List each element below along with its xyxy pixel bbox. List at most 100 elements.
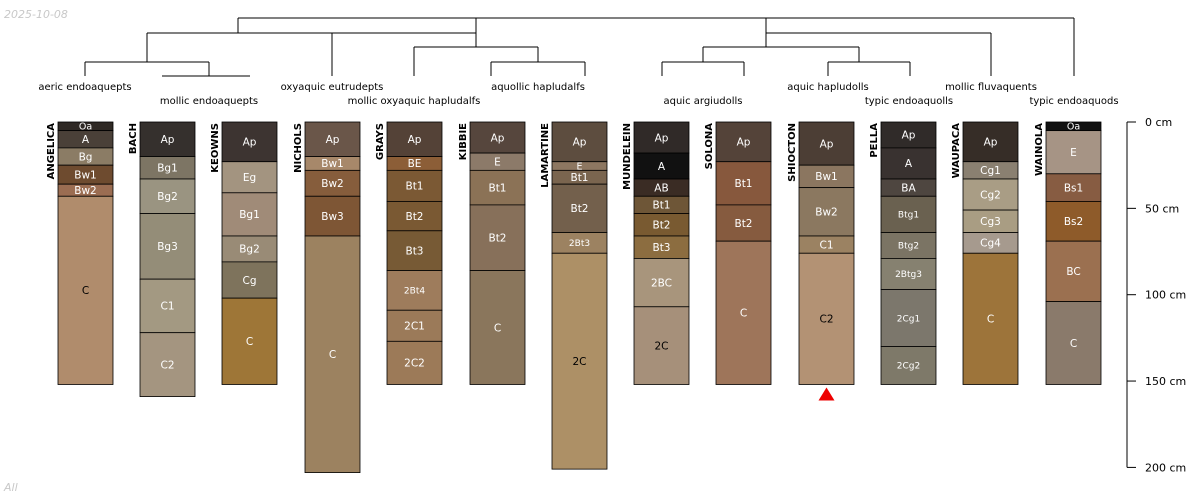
horizon-label: C	[329, 349, 336, 361]
horizon-pella-2cg1	[880, 289, 937, 347]
horizon-grays-ap	[386, 121, 443, 157]
horizon-label: Bt2	[488, 232, 506, 244]
profile-name: WAUPACA	[951, 123, 962, 179]
profile-angelica: OaA Bg Bw1 Bw2 C ANGELICA	[46, 121, 114, 385]
profile-kibbie: Ap E Bt1 Bt2 C KIBBIE	[458, 121, 526, 385]
horizon-label: 2C	[572, 356, 586, 368]
horizon-label: Cg3	[980, 216, 1001, 228]
dendrogram	[84, 17, 1075, 77]
horizon-pella-a	[880, 147, 937, 180]
profile-name: GRAYS	[375, 123, 386, 160]
horizon-solona-bt1	[715, 161, 772, 206]
axis-tick-label: 50 cm	[1145, 202, 1179, 215]
horizon-nichols-c	[304, 235, 361, 473]
horizon-label: 2C2	[404, 358, 425, 370]
horizon-keowns-ap	[221, 121, 278, 163]
subgroup-label-typic-endoaquods: typic endoaquods	[1029, 96, 1118, 107]
horizon-wainola-bs1	[1045, 173, 1102, 202]
horizon-label: Bt2	[405, 211, 423, 223]
horizon-grays-bt3	[386, 230, 443, 271]
subgroup-label-typic-endoaquolls: typic endoaquolls	[865, 96, 953, 107]
horizon-waupaca-c	[962, 252, 1019, 385]
horizon-solona-c	[715, 240, 772, 385]
horizon-label: Oa	[79, 122, 92, 133]
footer-label: All	[4, 481, 18, 494]
horizon-kibbie-ap	[469, 121, 526, 154]
subgroup-label-mollic-endoaquepts: mollic endoaquepts	[160, 96, 258, 107]
date-stamp: 2025-10-08	[4, 8, 68, 21]
subgroup-label-oxyaquic-eutrudepts: oxyaquic eutrudepts	[281, 82, 384, 93]
horizon-label: Cg2	[980, 189, 1001, 201]
profile-keowns: Ap Eg Bg1 Bg2 Cg C KEOWNS	[210, 121, 278, 385]
horizon-shiocton-c2	[798, 252, 855, 385]
horizon-kibbie-c	[469, 270, 526, 385]
horizon-label: C	[740, 308, 747, 320]
horizon-keowns-bg1	[221, 192, 278, 237]
horizon-label: E	[494, 157, 501, 169]
profile-bach: Ap Bg1 Bg2 Bg3 C1 C2 BACH	[128, 121, 196, 397]
subgroup-label-aquic-hapludolls: aquic hapludolls	[787, 82, 868, 93]
profile-name: KEOWNS	[210, 123, 221, 173]
horizon-shiocton-ap	[798, 121, 855, 166]
profile-name: LAMARTINE	[540, 123, 551, 188]
horizon-label: Cg1	[980, 165, 1001, 177]
subgroup-label-mollic-fluvaquents: mollic fluvaquents	[945, 82, 1037, 93]
horizon-lamartine-ap	[551, 121, 608, 163]
horizon-keowns-eg	[221, 161, 278, 194]
profile-shiocton: Ap Bw1 Bw2 C1 C2 SHIOCTON	[787, 121, 855, 385]
horizon-label: 2BC	[651, 277, 672, 289]
horizon-label: Bw2	[815, 207, 837, 219]
horizon-nichols-ap	[304, 121, 361, 157]
horizon-label: Ap	[573, 137, 587, 149]
horizon-label: C1	[160, 301, 174, 313]
horizon-label: Bt1	[405, 181, 423, 193]
horizon-grays-bt2	[386, 201, 443, 232]
profile-name: WAINOLA	[1034, 123, 1045, 176]
horizon-label: A	[658, 161, 666, 173]
horizon-label: Bt3	[652, 242, 670, 254]
horizon-label: Bt3	[405, 245, 423, 257]
profile-name: PELLA	[869, 123, 880, 158]
horizon-waupaca-ap	[962, 121, 1019, 163]
horizon-label: Bt2	[734, 218, 752, 230]
horizon-label: Bt1	[652, 200, 670, 212]
horizon-label: E	[1070, 147, 1077, 159]
horizon-label: 2Bt4	[404, 287, 425, 297]
profile-name: NICHOLS	[293, 123, 304, 173]
triangle-marker	[818, 387, 835, 401]
profile-solona: Ap Bt1 Bt2 C SOLONA	[704, 121, 772, 385]
horizon-label: Ap	[737, 137, 751, 149]
horizon-bach-ap	[139, 121, 196, 157]
subgroup-label-mollic-oxyaquic-hapludalfs: mollic oxyaquic hapludalfs	[348, 96, 481, 107]
horizon-label: Bt2	[652, 220, 670, 232]
horizon-label: 2C1	[404, 321, 425, 333]
horizon-label: 2Cg1	[897, 314, 920, 324]
horizon-label: BE	[408, 158, 422, 170]
axis-tick-label: 150 cm	[1145, 375, 1186, 388]
horizon-label: Bw2	[74, 185, 96, 197]
horizon-label: C1	[819, 239, 833, 251]
horizon-label: Bs2	[1064, 216, 1083, 228]
horizon-label: Btg1	[898, 211, 919, 221]
axis-tick-label: 100 cm	[1145, 289, 1186, 302]
horizon-angelica-c	[57, 195, 114, 385]
horizon-label: Ap	[902, 130, 916, 142]
horizon-label: Ap	[408, 134, 422, 146]
profile-name: SOLONA	[704, 123, 715, 170]
horizon-label: BC	[1066, 266, 1080, 278]
profile-wainola: Oa E Bs1 Bs2 BC C WAINOLA	[1034, 121, 1102, 385]
horizon-label: Bg	[79, 151, 93, 163]
horizon-mundelein-a	[633, 152, 690, 180]
horizon-grays-2bt4	[386, 270, 443, 311]
horizon-label: Bt1	[734, 178, 752, 190]
horizon-solona-ap	[715, 121, 772, 163]
horizon-label: 2Btg3	[895, 270, 922, 280]
profile-waupaca: Ap Cg1 Cg2 Cg3 Cg4 C WAUPACA	[951, 121, 1019, 385]
horizon-label: Bw1	[321, 158, 343, 170]
horizon-label: Ap	[984, 137, 998, 149]
profile-pella: Ap A BA Btg1 Btg2 2Btg3 2Cg1 2Cg2 PELLA	[869, 121, 937, 385]
horizon-pella-2cg2	[880, 346, 937, 385]
horizon-wainola-bc	[1045, 240, 1102, 303]
